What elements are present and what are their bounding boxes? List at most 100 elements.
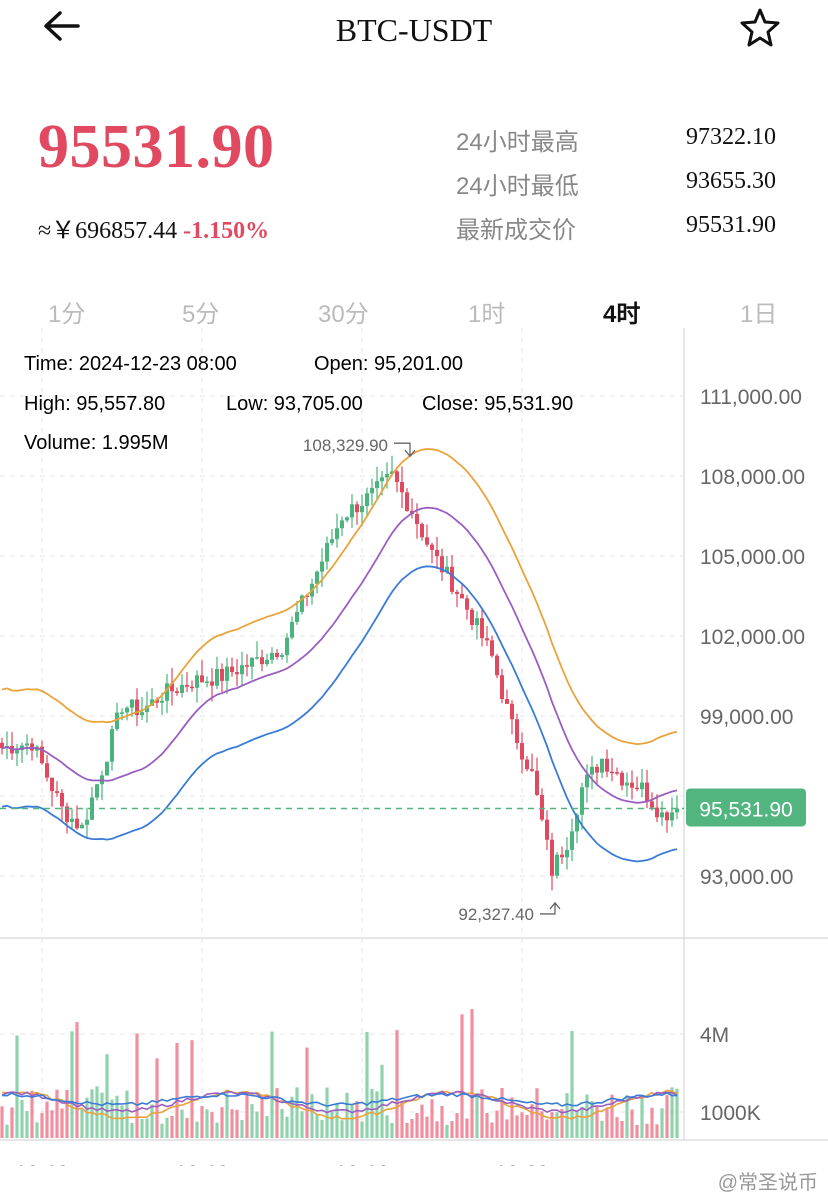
volume-bar: [520, 1112, 524, 1138]
volume-bar: [610, 1094, 614, 1138]
volume-bar: [480, 1089, 484, 1138]
volume-ma-line-2: [1, 1090, 678, 1114]
candle-body: [535, 770, 539, 795]
volume-bar: [670, 1087, 674, 1138]
candle-body: [565, 849, 569, 858]
candle-body: [110, 729, 114, 762]
volume-bar: [180, 1109, 184, 1138]
candle-body: [140, 712, 144, 716]
volume-bar: [440, 1106, 444, 1138]
candle-body: [260, 657, 264, 665]
tab-1min[interactable]: 1分: [48, 301, 86, 328]
volume-bar: [540, 1111, 544, 1138]
cny-value: 696857.44: [75, 218, 178, 244]
volume-bar: [660, 1108, 664, 1138]
candle-body: [555, 854, 559, 876]
volume-bar: [95, 1086, 99, 1138]
cny-prefix: ≈￥: [38, 218, 76, 244]
kline-chart[interactable]: 111,000.00 108,000.00 105,000.00 102,000.00…: [0, 328, 828, 1166]
volume-bar: [50, 1110, 54, 1138]
candle-body: [450, 566, 454, 592]
volume-bar: [295, 1087, 299, 1138]
candle-body: [495, 655, 499, 676]
volume-bar: [5, 1124, 9, 1138]
candle-body: [205, 681, 209, 683]
candle-body: [345, 517, 349, 521]
volume-bar: [345, 1092, 349, 1138]
tab-5min[interactable]: 5分: [182, 301, 220, 328]
tab-30min[interactable]: 30分: [318, 301, 369, 328]
volume-bar: [75, 1022, 79, 1138]
volume-bar: [545, 1119, 549, 1138]
volume-bar: [90, 1089, 94, 1138]
candle-body: [315, 571, 319, 584]
tab-1hour[interactable]: 1时: [468, 301, 506, 328]
candle-body: [130, 699, 134, 708]
candle-body: [285, 637, 289, 656]
tab-4hour[interactable]: 4时: [603, 301, 641, 328]
candle-body: [675, 808, 679, 813]
page-title: BTC-USDT: [335, 12, 493, 48]
candle-body: [425, 537, 429, 545]
price-tick-label: 99,000.00: [700, 706, 793, 729]
chart-grid: [0, 328, 828, 1141]
back-button[interactable]: [36, 6, 92, 50]
candle-body: [430, 544, 434, 550]
volume-bar: [330, 1111, 334, 1138]
volume-bar: [635, 1124, 639, 1138]
price-tick-label: 93,000.00: [700, 866, 793, 889]
time-tick-label: 12-16: [335, 1162, 389, 1166]
info-time: Time: 2024-12-23 08:00: [24, 353, 237, 375]
candle-body: [220, 668, 224, 681]
volume-bar: [650, 1107, 654, 1138]
volume-bar: [645, 1123, 649, 1138]
volume-bar: [260, 1096, 264, 1138]
last-price: 95531.90: [38, 113, 275, 181]
volume-bar: [35, 1122, 39, 1138]
candle-body: [415, 513, 419, 524]
volume-bar: [420, 1104, 424, 1138]
tab-1day[interactable]: 1日: [740, 301, 778, 328]
last-price-label: 最新成交价: [456, 217, 576, 244]
volume-bar: [625, 1095, 629, 1138]
candle-body: [585, 774, 589, 788]
candle-body: [95, 784, 99, 798]
volume-bar: [100, 1092, 104, 1138]
candle-body: [620, 772, 624, 786]
volume-bar: [615, 1117, 619, 1138]
volume-bar: [185, 1118, 189, 1138]
candle-body: [490, 640, 494, 656]
volume-ma-line-1: [1, 1089, 678, 1120]
volume-bar: [65, 1089, 69, 1138]
candle-body: [65, 806, 69, 822]
watermark: @常圣说币: [717, 1172, 818, 1194]
volume-bar: [445, 1124, 449, 1138]
candle-body: [245, 665, 249, 667]
candle-body: [145, 705, 149, 713]
candle-body: [270, 652, 274, 660]
time-tick-label: 12-13: [175, 1162, 229, 1166]
candle-body: [250, 657, 254, 667]
candle-body: [45, 763, 49, 778]
volume-bar: [15, 1035, 19, 1138]
min-marker-arrow: [540, 901, 561, 915]
favorite-button[interactable]: [734, 4, 786, 52]
high-24h-value: 97322.10: [686, 124, 776, 150]
candle-body: [225, 666, 229, 681]
volume-bar: [265, 1116, 269, 1138]
volume-bar: [605, 1108, 609, 1138]
candle-body: [640, 782, 644, 790]
low-24h-label: 24小时最低: [456, 173, 579, 200]
candle-body: [580, 787, 584, 815]
price-tick-label: 111,000.00: [700, 386, 802, 409]
candle-body: [295, 611, 299, 622]
current-price-tag: [686, 788, 806, 827]
info-high: High: 95,557.80: [24, 393, 165, 415]
volume-bar: [500, 1087, 504, 1138]
candle-body: [290, 621, 294, 638]
volume-bar: [630, 1109, 634, 1138]
volume-bar: [240, 1120, 244, 1138]
candle-body: [340, 520, 344, 529]
volume-bar: [165, 1117, 169, 1138]
volume-bar: [310, 1094, 314, 1138]
